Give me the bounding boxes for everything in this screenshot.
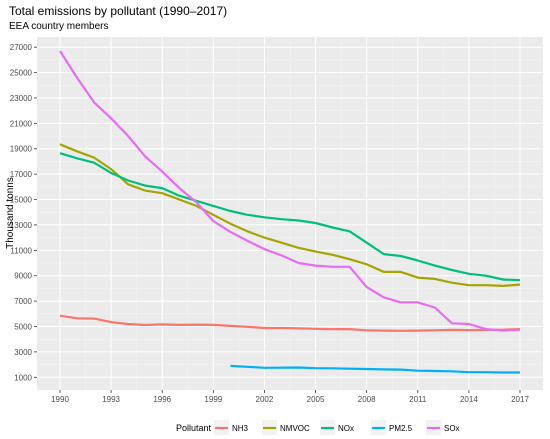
series-line-nh3 — [59, 314, 521, 332]
series-line-pm25 — [230, 364, 520, 374]
y-axis-label: Thousand tonns — [5, 177, 16, 249]
y-tick-label: 21000 — [10, 119, 33, 128]
y-tick-label: 23000 — [10, 94, 33, 103]
x-tick-label: 2017 — [511, 395, 529, 404]
y-tick-label: 7000 — [14, 297, 32, 306]
x-tick-label: 2002 — [256, 395, 274, 404]
x-tick-label: 2014 — [460, 395, 478, 404]
y-tick-label: 13000 — [10, 221, 33, 230]
y-tick-label: 17000 — [10, 170, 33, 179]
y-tick-label: 15000 — [10, 196, 33, 205]
chart-subtitle: EEA country members — [9, 21, 109, 32]
y-tick-label: 25000 — [10, 69, 33, 78]
legend-label-nmvoc: NMVOC — [280, 424, 310, 433]
x-tick-label: 1990 — [51, 395, 69, 404]
x-tick-label: 2011 — [409, 395, 427, 404]
legend-title: Pollutant — [176, 423, 212, 433]
series-line-sox — [59, 50, 521, 332]
y-tick-label: 19000 — [10, 145, 33, 154]
series-line-nox — [59, 152, 521, 282]
series-line-nmvoc — [59, 143, 521, 287]
legend-label-nox: NOx — [338, 424, 354, 433]
y-tick-label: 5000 — [14, 323, 32, 332]
y-tick-label: 1000 — [14, 373, 32, 382]
legend-label-pm25: PM2.5 — [389, 424, 413, 433]
y-tick-label: 9000 — [14, 272, 32, 281]
legend-label-nh3: NH3 — [232, 424, 249, 433]
chart-title: Total emissions by pollutant (1990–2017) — [9, 4, 228, 18]
x-tick-label: 2008 — [358, 395, 376, 404]
legend-label-sox: SOx — [444, 424, 460, 433]
x-tick-label: 1993 — [102, 395, 120, 404]
x-tick-label: 1999 — [204, 395, 222, 404]
x-tick-label: 2005 — [307, 395, 325, 404]
y-tick-label: 3000 — [14, 348, 32, 357]
x-tick-label: 1996 — [153, 395, 171, 404]
y-tick-label: 27000 — [10, 43, 33, 52]
y-tick-label: 11000 — [10, 246, 32, 255]
